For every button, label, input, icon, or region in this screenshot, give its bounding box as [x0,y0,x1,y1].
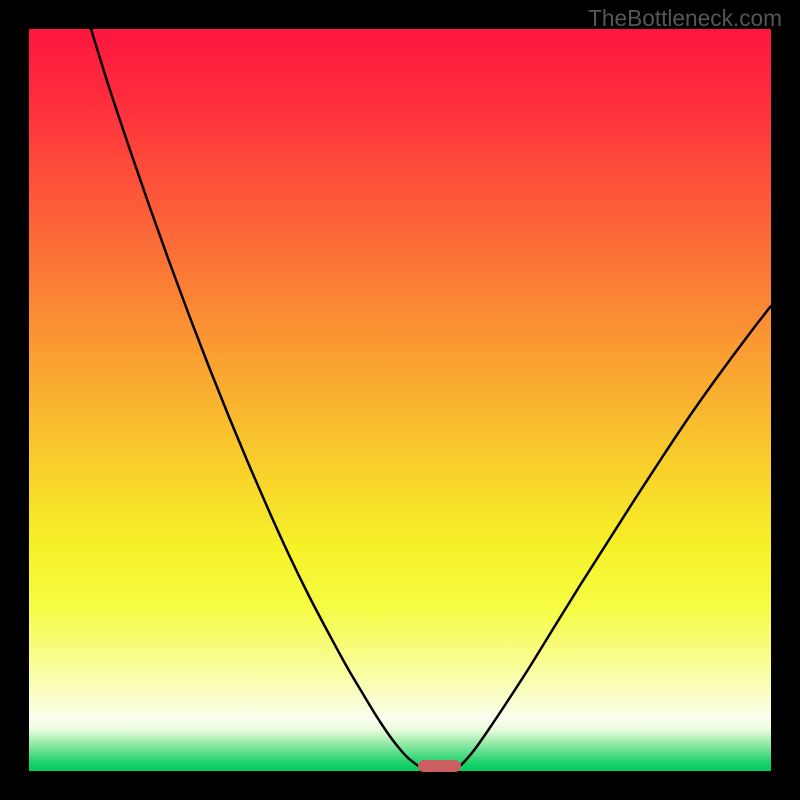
curve-right [459,306,771,767]
curves-overlay [0,0,800,800]
watermark-text: TheBottleneck.com [588,5,782,32]
curve-left [91,29,420,767]
chart-container: TheBottleneck.com [0,0,800,800]
bottleneck-marker [418,760,461,772]
